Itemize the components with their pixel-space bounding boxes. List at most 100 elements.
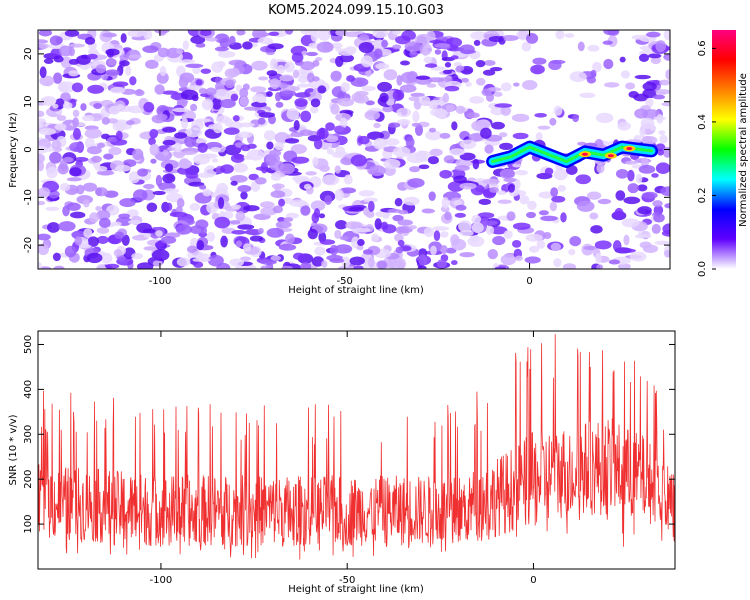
heatmap-cell <box>243 155 253 160</box>
heatmap-cell <box>525 233 543 242</box>
heatmap-cell <box>382 214 390 220</box>
heatmap-cell <box>240 144 251 152</box>
snr-x-axis-label: Height of straight line (km) <box>288 584 424 595</box>
heatmap-cell <box>536 239 546 250</box>
heatmap-cell <box>48 190 60 199</box>
heatmap-cell <box>114 231 125 240</box>
heatmap-cell <box>389 260 405 269</box>
heatmap-cell <box>281 265 293 269</box>
heatmap-cell <box>577 141 587 146</box>
heatmap-cell <box>145 59 159 69</box>
heatmap-cell <box>387 208 402 213</box>
heatmap-cell <box>228 67 240 78</box>
heatmap-cell <box>428 191 436 201</box>
heatmap-cell <box>397 219 413 226</box>
heatmap-cell <box>310 98 321 108</box>
heatmap-cell <box>489 187 499 193</box>
heatmap-cell <box>324 194 333 205</box>
heatmap-cell <box>491 121 505 130</box>
heatmap-cell <box>69 167 82 177</box>
heatmap-cell <box>107 118 118 124</box>
heatmap-cell <box>94 187 108 197</box>
heatmap-image <box>38 30 670 269</box>
heatmap-cell <box>157 47 170 58</box>
heatmap-cell <box>334 165 341 174</box>
heatmap-cell <box>534 112 547 118</box>
heatmap-cell <box>142 45 159 53</box>
heatmap-cell <box>164 163 174 172</box>
heatmap-cell <box>38 243 50 256</box>
heatmap-cell <box>285 233 295 245</box>
heatmap-cell <box>614 207 624 218</box>
heatmap-cell <box>58 221 76 232</box>
heatmap-cell <box>211 158 219 163</box>
heatmap-cell <box>494 103 513 108</box>
heatmap-cell <box>136 222 152 234</box>
heatmap-cell <box>419 43 432 56</box>
x-tick-label: -50 <box>337 276 353 287</box>
heatmap-cell <box>481 88 492 97</box>
heatmap-cell <box>184 135 197 148</box>
heatmap-cell <box>439 169 452 179</box>
heatmap-cell <box>343 174 353 185</box>
heatmap-cell <box>159 66 167 77</box>
heatmap-cell <box>646 31 661 38</box>
heatmap-cell <box>514 255 523 262</box>
heatmap-cell <box>655 162 670 175</box>
heatmap-cell <box>426 30 436 41</box>
heatmap-cell <box>537 125 551 130</box>
heatmap-cell <box>512 222 531 230</box>
heatmap-cell <box>258 112 276 118</box>
heatmap-cell <box>497 199 512 204</box>
heatmap-cell <box>619 56 626 63</box>
heatmap-cell <box>219 98 236 109</box>
heatmap-cell <box>429 148 443 157</box>
colorbar-tick-label: 0.2 <box>697 188 708 204</box>
heatmap-cell <box>193 153 211 165</box>
heatmap-cell <box>329 258 345 264</box>
heatmap-cell <box>637 230 651 238</box>
heatmap-cell <box>361 85 376 92</box>
heatmap-cell <box>165 202 173 211</box>
heatmap-cell <box>38 39 49 44</box>
heatmap-cell <box>549 117 557 126</box>
heatmap-cell <box>530 64 545 75</box>
heatmap-cell <box>652 94 666 100</box>
heatmap-cell <box>275 91 282 102</box>
heatmap-cell <box>597 198 612 205</box>
heatmap-cell <box>239 87 249 99</box>
heatmap-cell <box>115 130 123 142</box>
heatmap-cell <box>313 208 321 219</box>
heatmap-cell <box>629 251 647 262</box>
heatmap-cell <box>49 35 62 46</box>
heatmap-cell <box>569 236 582 247</box>
heatmap-cell <box>469 96 484 104</box>
heatmap-cell <box>100 133 111 140</box>
heatmap-cell <box>426 83 437 88</box>
heatmap-cell <box>88 48 98 56</box>
heatmap-cell <box>454 212 466 218</box>
heatmap-cell <box>392 89 405 101</box>
heatmap-cell <box>325 122 335 131</box>
heatmap-cell <box>103 153 114 160</box>
heatmap-cell <box>514 179 521 189</box>
heatmap-cell <box>568 248 576 256</box>
heatmap-cell <box>532 57 547 65</box>
heatmap-cell <box>383 138 400 146</box>
heatmap-cell <box>353 265 364 269</box>
heatmap-cell <box>482 69 496 76</box>
heatmap-cell <box>405 136 415 148</box>
figure-title: KOM5.2024.099.15.10.G03 <box>268 3 444 18</box>
heatmap-cell <box>483 59 496 66</box>
heatmap-cell <box>388 122 401 128</box>
heatmap-cell <box>453 200 463 206</box>
heatmap-cell <box>129 76 137 86</box>
heatmap-cell <box>604 82 620 88</box>
heatmap-cell <box>356 245 364 251</box>
heatmap-cell <box>337 97 355 107</box>
signal-peak-core <box>581 152 588 156</box>
heatmap-cell <box>499 142 514 151</box>
heatmap-cell <box>335 112 351 122</box>
heatmap-cell <box>564 33 575 38</box>
heatmap-cell <box>315 57 323 62</box>
